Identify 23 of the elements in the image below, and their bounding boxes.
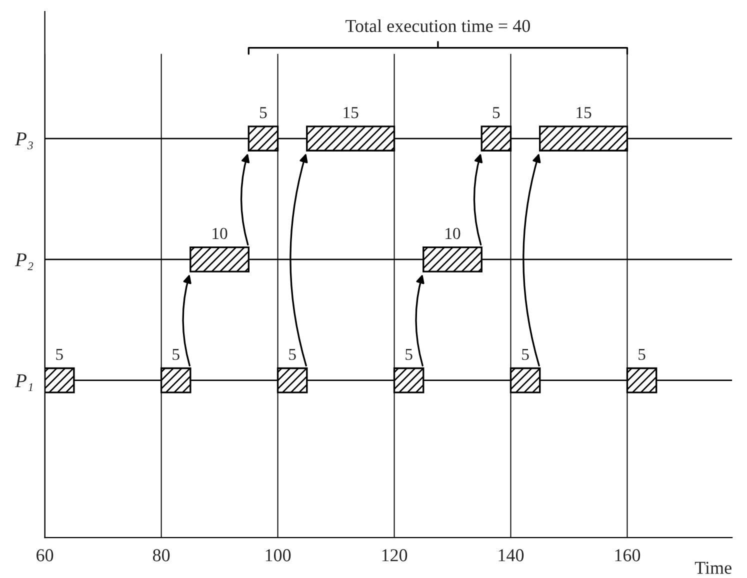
x-tick-label: 80 <box>152 549 170 562</box>
data-label: 10 <box>446 228 460 240</box>
text: Total execution time = 40 <box>346 19 530 32</box>
data-label: 5 <box>260 107 267 118</box>
x-tick-label: 100 <box>266 549 291 562</box>
data-label: 5 <box>56 348 63 360</box>
data-label: 5 <box>406 348 412 360</box>
data-label: 15 <box>344 107 358 118</box>
x-axis-title: Time <box>694 562 732 574</box>
x-tick-label: 140 <box>498 549 524 562</box>
data-label: 5 <box>522 348 529 360</box>
data-label: 15 <box>576 107 592 118</box>
data-label: 10 <box>212 228 228 240</box>
data-label: 5 <box>638 348 646 360</box>
x-tick-label: 160 <box>615 549 640 562</box>
data-label: 5 <box>289 348 296 360</box>
x-tick-label: 120 <box>382 549 408 562</box>
data-label: 5 <box>172 348 180 360</box>
y-tick-label: P₁ <box>14 374 32 392</box>
y-tick-label: P₂ <box>14 253 34 270</box>
data-label: 5 <box>492 107 500 118</box>
x-tick-label: 60 <box>36 549 54 562</box>
y-tick-label: P₃ <box>14 132 33 150</box>
